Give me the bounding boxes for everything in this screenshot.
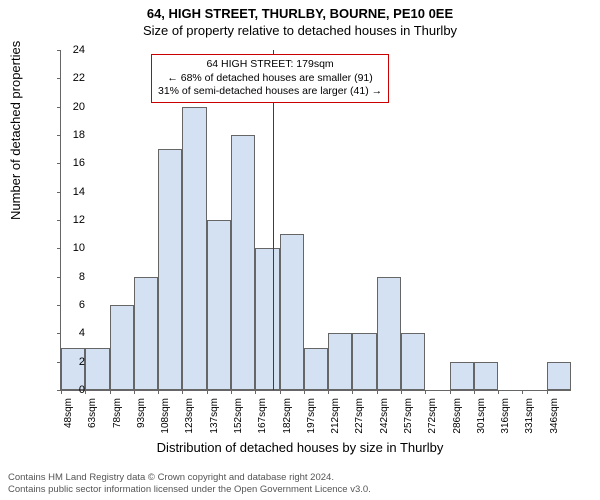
histogram-bar <box>377 277 401 390</box>
footer-attribution: Contains HM Land Registry data © Crown c… <box>8 472 371 496</box>
x-tick-label: 93sqm <box>136 398 147 438</box>
y-tick-label: 22 <box>55 72 85 84</box>
y-tick-label: 14 <box>55 186 85 198</box>
y-tick-label: 0 <box>55 384 85 396</box>
x-tick-label: 108sqm <box>160 398 171 438</box>
footer-line-1: Contains HM Land Registry data © Crown c… <box>8 472 371 484</box>
histogram-bar <box>328 333 352 390</box>
histogram-bar <box>401 333 425 390</box>
y-tick-label: 4 <box>55 327 85 339</box>
x-tick-label: 227sqm <box>354 398 365 438</box>
x-tick-label: 197sqm <box>306 398 317 438</box>
x-tick-label: 242sqm <box>379 398 390 438</box>
annotation-box: 64 HIGH STREET: 179sqm← 68% of detached … <box>151 54 389 103</box>
histogram-bar <box>280 234 304 390</box>
chart-container: 64, HIGH STREET, THURLBY, BOURNE, PE10 0… <box>0 0 600 500</box>
x-tick-label: 257sqm <box>403 398 414 438</box>
x-tick-label: 78sqm <box>112 398 123 438</box>
x-tick-label: 331sqm <box>524 398 535 438</box>
y-tick-label: 8 <box>55 271 85 283</box>
title-sub: Size of property relative to detached ho… <box>0 21 600 38</box>
histogram-bar <box>450 362 474 390</box>
histogram-bar <box>182 107 206 390</box>
x-tick-label: 182sqm <box>282 398 293 438</box>
x-tick-label: 286sqm <box>452 398 463 438</box>
x-tick-label: 63sqm <box>87 398 98 438</box>
x-tick-label: 137sqm <box>209 398 220 438</box>
y-tick-label: 24 <box>55 44 85 56</box>
histogram-bar <box>158 149 182 390</box>
histogram-bar <box>304 348 328 391</box>
histogram-bar <box>255 248 279 390</box>
annotation-line: ← 68% of detached houses are smaller (91… <box>158 72 382 86</box>
x-tick-label: 123sqm <box>184 398 195 438</box>
annotation-line: 64 HIGH STREET: 179sqm <box>158 58 382 72</box>
y-tick-label: 18 <box>55 129 85 141</box>
plot-area: 48sqm63sqm78sqm93sqm108sqm123sqm137sqm15… <box>60 50 571 391</box>
x-tick-label: 301sqm <box>476 398 487 438</box>
footer-line-2: Contains public sector information licen… <box>8 484 371 496</box>
histogram-bar <box>547 362 571 390</box>
histogram-bar <box>352 333 376 390</box>
y-tick-label: 2 <box>55 356 85 368</box>
x-axis-label: Distribution of detached houses by size … <box>0 440 600 455</box>
annotation-line: 31% of semi-detached houses are larger (… <box>158 85 382 99</box>
histogram-bar <box>85 348 109 391</box>
y-tick-label: 6 <box>55 299 85 311</box>
histogram-bar <box>110 305 134 390</box>
y-tick-label: 10 <box>55 242 85 254</box>
x-tick-label: 272sqm <box>427 398 438 438</box>
x-tick-label: 316sqm <box>500 398 511 438</box>
y-axis-label: Number of detached properties <box>8 41 23 220</box>
histogram-bar <box>231 135 255 390</box>
histogram-bar <box>474 362 498 390</box>
y-tick-label: 16 <box>55 157 85 169</box>
x-tick-label: 48sqm <box>63 398 74 438</box>
x-tick-label: 167sqm <box>257 398 268 438</box>
x-tick-label: 212sqm <box>330 398 341 438</box>
x-tick-label: 346sqm <box>549 398 560 438</box>
x-tick-label: 152sqm <box>233 398 244 438</box>
histogram-bar <box>134 277 158 390</box>
title-main: 64, HIGH STREET, THURLBY, BOURNE, PE10 0… <box>0 0 600 21</box>
histogram-bar <box>207 220 231 390</box>
y-tick-label: 12 <box>55 214 85 226</box>
y-tick-label: 20 <box>55 101 85 113</box>
